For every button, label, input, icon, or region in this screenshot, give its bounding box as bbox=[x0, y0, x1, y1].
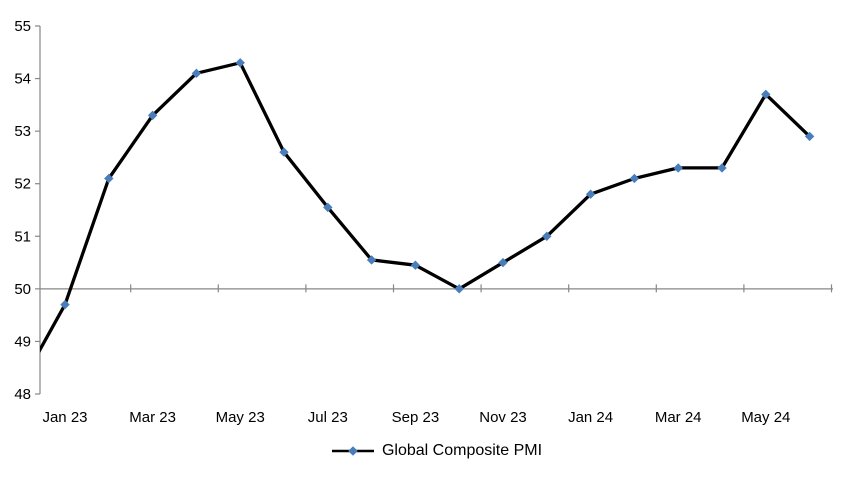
y-tick-label: 52 bbox=[14, 176, 31, 193]
y-tick-label: 53 bbox=[14, 123, 31, 140]
data-point-marker bbox=[104, 173, 114, 184]
data-point-marker bbox=[279, 147, 289, 157]
data-point-marker bbox=[60, 299, 70, 310]
data-point-marker bbox=[454, 284, 464, 294]
data-point-marker bbox=[498, 257, 508, 268]
x-axis: Jan 23 Mar 23 May 23 Jul 23 Sep 23 Nov 23 Jan … bbox=[40, 284, 833, 426]
legend: Global Composite PMI bbox=[40, 440, 833, 462]
data-point-marker bbox=[235, 58, 245, 68]
legend-line-marker-icon bbox=[331, 446, 374, 456]
x-tick-label: Sep 23 bbox=[392, 409, 440, 426]
x-tick-label: Jul 23 bbox=[308, 409, 348, 426]
y-tick-label: 48 bbox=[14, 386, 31, 403]
legend-diamond-marker-icon bbox=[348, 446, 358, 456]
series-group bbox=[40, 58, 815, 354]
legend-label: Global Composite PMI bbox=[381, 442, 543, 459]
x-tick-label: Jan 23 bbox=[42, 409, 87, 426]
y-tick-label: 50 bbox=[14, 281, 31, 298]
x-tick-label: Mar 24 bbox=[655, 409, 702, 426]
x-tick-label: Mar 23 bbox=[129, 409, 176, 426]
x-tick-label: Nov 23 bbox=[479, 409, 527, 426]
data-point-marker bbox=[410, 260, 421, 270]
data-point-marker bbox=[673, 163, 683, 173]
y-tick-label: 54 bbox=[14, 71, 31, 88]
y-tick-label: 49 bbox=[14, 333, 31, 350]
data-point-marker bbox=[629, 173, 640, 184]
y-axis: 48 49 50 51 52 53 54 55 bbox=[14, 18, 41, 403]
y-tick-label: 51 bbox=[14, 228, 31, 245]
data-point-marker bbox=[323, 202, 333, 213]
data-point-marker bbox=[585, 189, 596, 199]
pmi-series-line bbox=[40, 61, 811, 354]
data-point-marker bbox=[147, 110, 158, 121]
x-tick-label: May 23 bbox=[216, 409, 265, 426]
data-point-marker bbox=[366, 255, 377, 265]
x-tick-label: Jan 24 bbox=[568, 409, 613, 426]
data-point-marker bbox=[761, 89, 771, 100]
x-tick-label: May 24 bbox=[741, 409, 790, 426]
data-point-marker bbox=[804, 131, 815, 142]
data-point-marker bbox=[542, 231, 552, 241]
data-point-marker bbox=[717, 163, 727, 173]
data-point-marker bbox=[191, 68, 202, 79]
y-tick-label: 55 bbox=[14, 18, 31, 35]
